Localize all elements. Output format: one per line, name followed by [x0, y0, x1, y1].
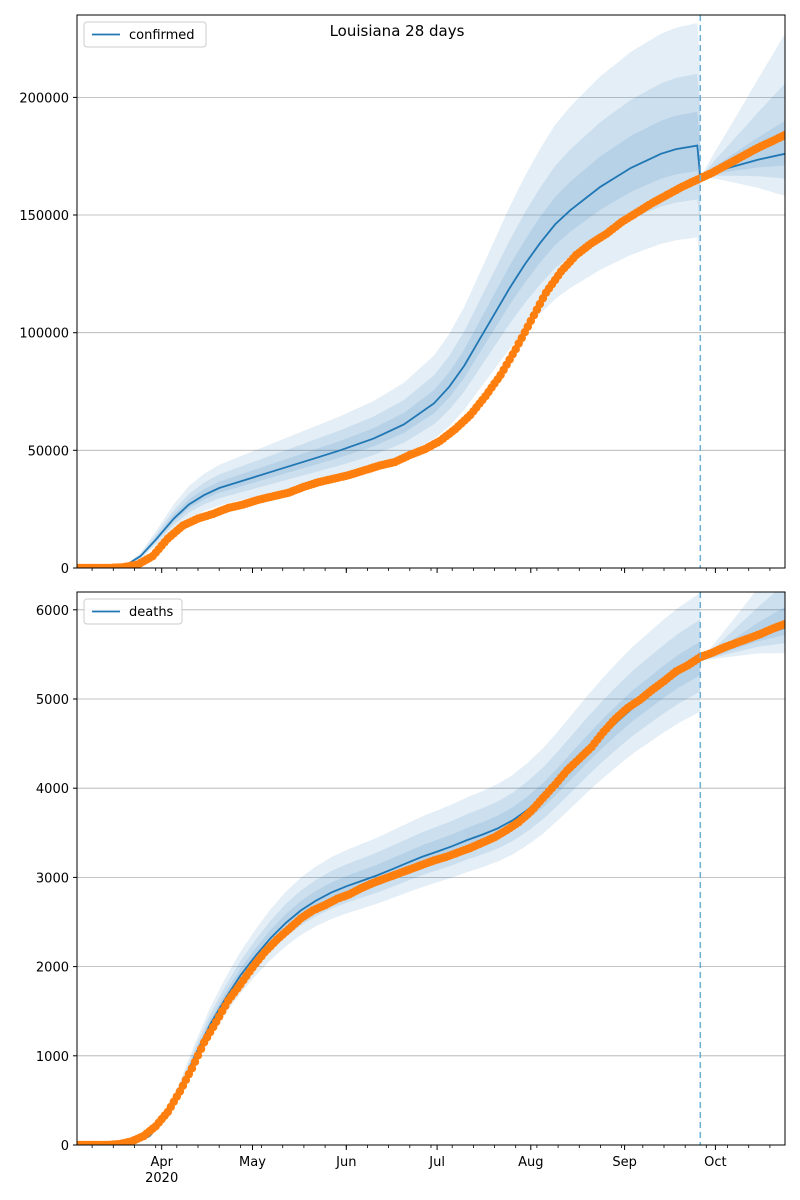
y-tick-label: 150000 [19, 209, 69, 224]
confirmed-panel: 0 50000 100000 150000 200000 confirmed [19, 14, 786, 577]
observed-point [196, 1044, 206, 1054]
legend-box [83, 21, 207, 48]
legend-box [83, 598, 183, 625]
y-tick-label: 0 [61, 1139, 69, 1154]
uncertainty-band [77, 111, 701, 568]
y-tick-label: 200000 [19, 91, 69, 106]
legend-label: confirmed [129, 28, 195, 43]
y-tick-label: 6000 [36, 604, 69, 619]
observed-point [780, 619, 785, 629]
uncertainty-band [700, 592, 785, 661]
y-tick-label: 50000 [28, 444, 69, 459]
uncertainty-band [700, 592, 785, 661]
model-line [77, 144, 785, 568]
uncertainty-band [77, 619, 701, 1145]
y-tick-label: 1000 [36, 1050, 69, 1065]
observed-point [780, 130, 785, 140]
uncertainty-band [700, 33, 785, 196]
deaths-panel: 0 1000 2000 3000 4000 5000 6000 Apr May Jun Jul Aug… [36, 591, 786, 1186]
uncertainty-band [77, 592, 701, 1145]
observed-point [193, 1051, 203, 1060]
plot-area [77, 592, 785, 1145]
x-tick-label: Oct [704, 1155, 726, 1170]
observed-point [190, 1057, 200, 1067]
y-tick-label: 5000 [36, 693, 69, 708]
x-tick-label: Sep [612, 1155, 637, 1170]
uncertainty-band [77, 23, 701, 568]
x-year-label: 2020 [145, 1171, 178, 1186]
x-tick-label: Apr [150, 1155, 173, 1170]
y-tick-label: 4000 [36, 782, 69, 797]
y-tick-label: 3000 [36, 871, 69, 886]
observed-point [187, 1064, 197, 1073]
y-tick-label: 0 [61, 562, 69, 577]
uncertainty-band [700, 83, 785, 179]
y-tick-label: 100000 [19, 327, 69, 342]
legend-label: deaths [129, 605, 174, 620]
chart-title: Louisiana 28 days [330, 22, 465, 40]
plot-area [77, 23, 785, 568]
uncertainty-band [77, 641, 701, 1145]
uncertainty-band [77, 73, 701, 568]
x-tick-label: Jun [335, 1155, 356, 1170]
x-tick-label: Jul [428, 1155, 445, 1170]
y-tick-label: 2000 [36, 961, 69, 976]
x-tick-label: May [239, 1155, 266, 1170]
x-tick-label: Aug [518, 1155, 543, 1170]
